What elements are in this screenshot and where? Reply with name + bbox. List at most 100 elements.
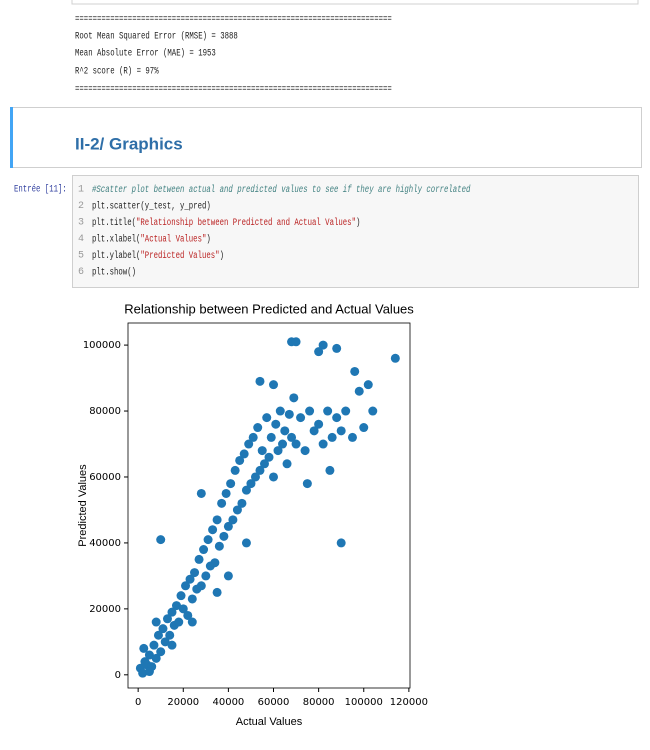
scatter-point — [278, 439, 288, 449]
scatter-point — [359, 423, 369, 433]
scatter-point — [363, 380, 373, 390]
scatter-point — [223, 571, 233, 581]
scatter-point — [201, 571, 211, 581]
separator: ========================================… — [75, 85, 392, 96]
scatter-point — [325, 465, 335, 475]
scatter-point — [158, 624, 168, 634]
scatter-point — [181, 581, 191, 591]
y-tick-label: 40000 — [89, 538, 121, 549]
scatter-point — [241, 485, 251, 495]
scatter-point — [280, 426, 290, 436]
markdown-cell[interactable] — [10, 107, 642, 168]
code-line: plt.show() — [92, 266, 136, 278]
scatter-point — [255, 465, 265, 475]
scatter-point — [208, 525, 218, 535]
markdown-heading: II-2/ Graphics — [75, 134, 183, 153]
code-line: plt.title("Relationship between Predicte… — [92, 217, 360, 229]
scatter-point — [196, 488, 206, 498]
line-number: 4 — [78, 234, 84, 245]
scatter-point — [183, 610, 193, 620]
scatter-point — [354, 386, 364, 396]
scatter-point — [284, 409, 294, 419]
scatter-point — [262, 413, 272, 423]
scatter-point — [341, 406, 351, 416]
scatter-point — [196, 581, 206, 591]
scatter-point — [248, 432, 258, 442]
scatter-point — [172, 601, 182, 611]
scatter-point — [269, 472, 279, 482]
scatter-point — [149, 640, 159, 650]
scatter-point — [210, 558, 220, 568]
scatter-point — [156, 647, 166, 657]
x-tick-label: 60000 — [258, 697, 290, 708]
scatter-point — [332, 413, 342, 423]
scatter-point — [350, 366, 360, 376]
line-number: 3 — [78, 218, 84, 229]
y-axis-label: Predicted Values — [77, 464, 89, 547]
scatter-point — [332, 343, 342, 353]
scatter-point — [390, 353, 400, 363]
y-tick-label: 100000 — [83, 340, 121, 351]
y-tick-label: 0 — [115, 670, 121, 681]
scatter-point — [241, 538, 251, 548]
code-line: plt.scatter(y_test, y_pred) — [92, 200, 211, 212]
scatter-point — [178, 604, 188, 614]
scatter-point — [190, 568, 200, 578]
scatter-point — [269, 380, 279, 390]
scatter-point — [253, 423, 263, 433]
code-line: #Scatter plot between actual and predict… — [92, 184, 470, 196]
scatter-point — [228, 515, 238, 525]
x-tick-label: 0 — [135, 697, 141, 708]
scatter-point — [271, 419, 281, 429]
scatter-point — [160, 637, 170, 647]
scatter-point — [199, 545, 209, 555]
scatter-point — [318, 439, 328, 449]
scatter-point — [156, 535, 166, 545]
scatter-point — [230, 465, 240, 475]
scatter-point — [165, 630, 175, 640]
scatter-point — [235, 455, 245, 465]
metric-line: R^2 score (R) = 97% — [75, 66, 159, 78]
scatter-point — [174, 617, 184, 627]
x-axis-label: Actual Values — [236, 716, 303, 728]
scatter-point — [336, 538, 346, 548]
scatter-point — [187, 594, 197, 604]
scatter-point — [212, 515, 222, 525]
scatter-point — [151, 653, 161, 663]
scatter-point — [138, 668, 148, 678]
input-prompt: Entrée [11]: — [14, 184, 67, 196]
scatter-point — [291, 439, 301, 449]
scatter-point — [223, 521, 233, 531]
separator: ========================================… — [75, 15, 392, 26]
line-number: 2 — [78, 201, 84, 212]
scatter-point — [327, 432, 337, 442]
scatter-point — [314, 347, 324, 357]
x-tick-label: 120000 — [390, 697, 428, 708]
scatter-point — [323, 406, 333, 416]
y-tick-label: 80000 — [89, 406, 121, 417]
selected-indicator — [10, 107, 13, 168]
scatter-point — [368, 406, 378, 416]
scatter-point — [221, 488, 231, 498]
scatter-point — [151, 617, 161, 627]
scatter-point — [153, 630, 163, 640]
scatter-point — [214, 541, 224, 551]
scatter-point — [287, 432, 297, 442]
scatter-point — [237, 498, 247, 508]
scatter-point — [273, 446, 283, 456]
scatter-point — [296, 413, 306, 423]
scatter-point — [255, 376, 265, 386]
scatter-point — [187, 617, 197, 627]
y-tick-label: 20000 — [89, 604, 121, 615]
code-line: plt.xlabel("Actual Values") — [92, 233, 211, 245]
line-number: 1 — [78, 185, 84, 196]
scatter-point — [139, 643, 149, 653]
scatter-point — [167, 640, 177, 650]
code-cell[interactable] — [72, 175, 639, 288]
chart-title: Relationship between Predicted and Actua… — [124, 301, 414, 316]
x-tick-label: 40000 — [212, 697, 244, 708]
metric-line: Root Mean Squared Error (RMSE) = 3888 — [75, 31, 238, 43]
scatter-point — [275, 406, 285, 416]
scatter-point — [250, 472, 260, 482]
axes-frame — [127, 322, 411, 689]
